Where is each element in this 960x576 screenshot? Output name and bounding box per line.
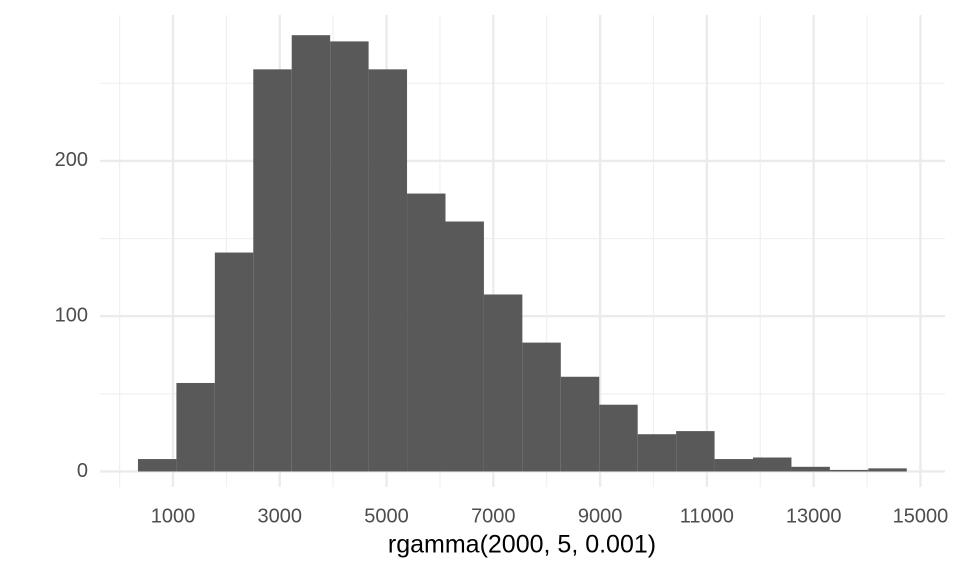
bar	[407, 193, 446, 472]
bar	[291, 35, 331, 472]
bar	[676, 431, 715, 472]
bar	[714, 459, 754, 472]
x-tick-label: 1000	[151, 505, 196, 527]
x-tick-label: 5000	[364, 505, 409, 527]
y-tick-label: 0	[77, 460, 88, 482]
x-axis-title: rgamma(2000, 5, 0.001)	[388, 531, 656, 559]
y-tick-label: 100	[55, 304, 88, 326]
bar	[445, 221, 484, 472]
y-tick-label: 200	[55, 149, 88, 171]
x-tick-label: 11000	[680, 505, 734, 527]
bar	[637, 434, 677, 472]
x-tick-label: 15000	[893, 505, 949, 527]
bar	[137, 459, 177, 472]
bar	[791, 466, 830, 472]
bar	[483, 294, 523, 472]
bar	[522, 342, 561, 472]
bar	[214, 252, 254, 472]
bar	[753, 457, 792, 472]
x-tick-label: 9000	[578, 505, 623, 527]
x-tick-label: 3000	[258, 505, 303, 527]
bar	[253, 69, 292, 472]
bar	[829, 469, 869, 472]
bar	[330, 41, 369, 472]
bar	[176, 382, 215, 472]
bar	[560, 376, 600, 472]
x-tick-label: 13000	[786, 505, 842, 527]
x-tick-label: 7000	[471, 505, 516, 527]
bar	[368, 69, 408, 472]
bar	[868, 468, 907, 472]
bar	[599, 404, 638, 472]
